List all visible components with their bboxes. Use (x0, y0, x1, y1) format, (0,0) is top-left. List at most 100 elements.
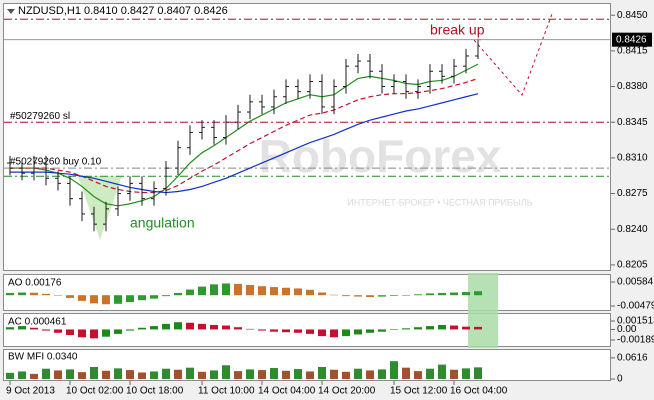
histogram-bar (450, 292, 458, 296)
y-tick-label: 0.8345 (617, 117, 648, 128)
histogram-bar (438, 364, 446, 379)
y-tick-label: 0.001513 (617, 316, 654, 327)
histogram-bar (198, 371, 206, 379)
histogram-bar (438, 292, 446, 296)
y-tick-label: 0.00584 (617, 277, 654, 288)
x-tick-label: 10 Oct 02:00 (66, 386, 124, 397)
histogram-bar (474, 367, 482, 379)
histogram-bar (342, 295, 350, 297)
y-tick-label: 0.8240 (617, 224, 648, 235)
histogram-bar (30, 373, 38, 379)
histogram-bar (162, 323, 170, 330)
annotation: angulation (130, 215, 195, 231)
moving-average (10, 93, 479, 194)
histogram-bar (54, 370, 62, 379)
histogram-bar (54, 329, 62, 333)
y-tick-label: 0.8275 (617, 188, 648, 199)
histogram-bar (174, 369, 182, 379)
histogram-bar (294, 369, 302, 379)
y-tick-label: 0.8205 (617, 260, 648, 271)
highlight-zone (468, 273, 498, 348)
histogram-bar (222, 283, 230, 296)
histogram-bar (390, 361, 398, 379)
histogram-bar (90, 367, 98, 379)
histogram-bar (186, 322, 194, 330)
x-tick-label: 14 Oct 04:00 (258, 386, 316, 397)
histogram-bar (54, 295, 62, 296)
histogram-bar (6, 327, 14, 330)
watermark-subtitle: ИНТЕРНЕТ-БРОКЕР • ЧЕСТНАЯ ПРИБЫЛЬ (347, 197, 533, 207)
histogram-bar (30, 327, 38, 330)
panel-title: AO 0.00176 (8, 278, 62, 289)
histogram-bar (366, 329, 374, 333)
menu-icon (7, 9, 15, 14)
histogram-bar (138, 295, 146, 301)
histogram-bar (330, 294, 338, 296)
histogram-bar (90, 295, 98, 304)
moving-average (10, 63, 479, 207)
histogram-bar (162, 368, 170, 379)
marks: 0.8450 0.8415 0.8380 0.8345 0.8310 0.8275 0.82… (4, 10, 654, 397)
histogram-bar (66, 369, 74, 379)
histogram-bar (78, 329, 86, 338)
histogram-bar (378, 329, 386, 332)
histogram-bar (318, 367, 326, 379)
histogram-bar (78, 372, 86, 379)
histogram-bar (270, 329, 278, 332)
histogram-bar (210, 324, 218, 330)
histogram-bar (6, 292, 14, 296)
histogram-bar (342, 329, 350, 337)
level-label: #50279260 sl (10, 111, 70, 122)
y-tick-label: -0.00189 (617, 335, 654, 346)
histogram-bar (474, 326, 482, 330)
histogram-bar (222, 325, 230, 330)
histogram-bar (126, 295, 134, 302)
histogram-bar (246, 285, 254, 296)
histogram-bar (414, 327, 422, 330)
histogram-bar (18, 326, 26, 330)
histogram-bar (390, 329, 398, 330)
histogram-bar (246, 369, 254, 379)
histogram-bar (354, 295, 362, 297)
histogram-bar (354, 368, 362, 379)
histogram-bar (210, 284, 218, 296)
histogram-bar (462, 326, 470, 330)
histogram-bar (90, 329, 98, 339)
histogram-bar (450, 325, 458, 330)
histogram-bar (270, 287, 278, 296)
histogram-bar (366, 295, 374, 298)
histogram-bar (306, 371, 314, 379)
histogram-bar (354, 329, 362, 335)
histogram-bar (42, 293, 50, 296)
histogram-bar (174, 322, 182, 330)
histogram-bar (342, 371, 350, 379)
histogram-bar (390, 295, 398, 296)
histogram-bar (462, 368, 470, 379)
watermark: RoboForex (259, 130, 502, 182)
histogram-bar (102, 370, 110, 379)
histogram-bar (282, 370, 290, 379)
histogram-bar (402, 295, 410, 296)
y-tick-label: 0 (617, 374, 623, 385)
histogram-bar (150, 371, 158, 379)
histogram-bar (78, 295, 86, 301)
y-tick-label: 0.0616 (617, 353, 648, 364)
histogram-bar (30, 292, 38, 296)
histogram-bar (18, 292, 26, 296)
x-tick-label: 15 Oct 12:00 (390, 386, 448, 397)
histogram-bar (270, 368, 278, 379)
histogram-bar (6, 372, 14, 379)
histogram-bar (426, 293, 434, 296)
histogram-bar (330, 369, 338, 379)
x-tick-label: 14 Oct 20:00 (318, 386, 376, 397)
y-tick-label: -0.00479 (617, 301, 654, 312)
histogram-bar (186, 367, 194, 379)
histogram-bar (294, 329, 302, 333)
histogram-bar (282, 329, 290, 333)
y-tick-label: 0.8450 (617, 10, 648, 21)
histogram-bar (138, 372, 146, 379)
histogram-bar (258, 286, 266, 296)
histogram-bar (294, 288, 302, 296)
histogram-bar (246, 328, 254, 330)
histogram-bar (18, 371, 26, 379)
